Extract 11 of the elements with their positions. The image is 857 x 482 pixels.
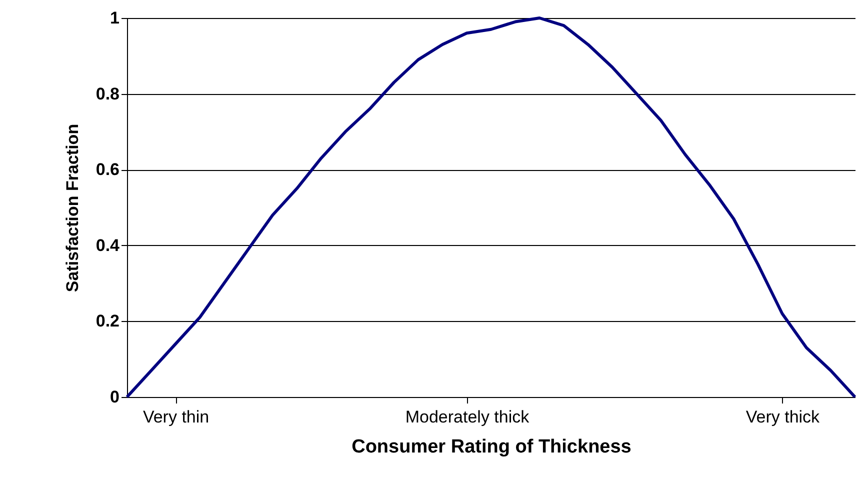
y-tick-label: 1 (110, 8, 120, 28)
y-tick-label: 0.6 (96, 160, 120, 180)
x-tick-label: Very thick (746, 408, 820, 426)
y-axis-title: Satisfaction Fraction (62, 124, 82, 292)
y-tick-label: 0.4 (96, 236, 120, 255)
y-tick-label: 0.2 (96, 312, 120, 331)
y-tick-label: 0.8 (96, 84, 120, 104)
x-tick-label: Very thin (142, 408, 210, 426)
x-tick-label: Moderately thick (405, 408, 530, 426)
y-tick-label: 0 (110, 388, 120, 406)
x-axis-title: Consumer Rating of Thickness (352, 436, 632, 458)
